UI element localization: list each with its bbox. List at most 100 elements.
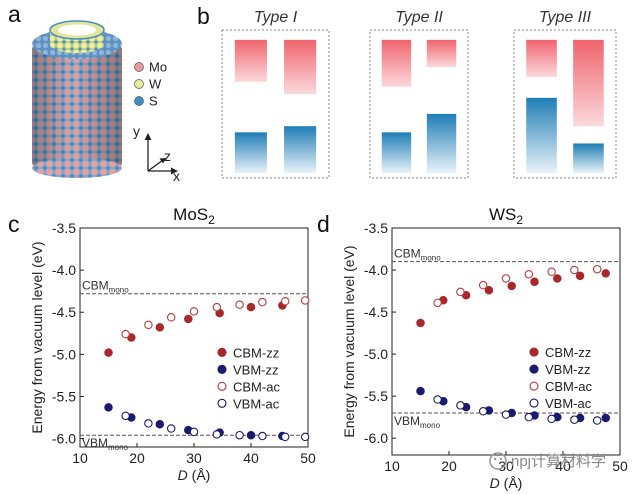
point-cbm-ac: [121, 329, 130, 339]
type-frame-1: [221, 29, 330, 179]
type-title-3: Type III: [539, 9, 592, 26]
legend-label-s: S: [149, 94, 158, 109]
x-axis-label: D (Å): [490, 475, 523, 491]
watermark-icon: [489, 452, 507, 470]
legend-marker-cbm-ac: [529, 381, 539, 391]
y-tick-label: -6.0: [364, 430, 388, 446]
y-tick-label: -6.0: [52, 431, 76, 447]
legend-dot-s: [134, 96, 144, 106]
point-cbm-zz: [104, 348, 113, 357]
point-cbm-zz: [530, 277, 539, 287]
y-axis-label: Energy from vacuum level (eV): [29, 241, 45, 433]
panel-label-b: b: [197, 3, 210, 29]
vbm-bar-left: [234, 132, 267, 174]
legend-label-vbm-zz: VBM-zz: [545, 362, 591, 377]
mos2-chart: MoS2 10 20 30 40 50 -3.5 -4.0 -4.5 -5.0 -5.5 -6.0 D …: [29, 205, 316, 483]
plot-frame: [79, 227, 309, 448]
z-axis-arrowhead: [159, 158, 166, 164]
ref-label-cbm: CBMmono: [82, 279, 129, 295]
panel-c: c MoS2 10 20 30 40 50 -3.5 -4.0 -4.5 -5.0 -5.5 -6.0…: [8, 205, 316, 483]
point-vbm-ac: [547, 414, 556, 424]
point-vbm-ac: [456, 401, 465, 410]
x-tick-label: 40: [555, 458, 571, 474]
legend-marker-cbm-zz: [217, 347, 227, 357]
y-tick-label: -5.0: [364, 346, 388, 362]
legend-label-cbm-zz: CBM-zz: [545, 345, 591, 360]
tube-shading: [32, 44, 122, 168]
watermark-text: npj计算材料学: [511, 452, 606, 470]
legend-dot-w: [134, 79, 144, 89]
x-tick-label: 20: [441, 458, 457, 474]
chart-title: WS2: [489, 205, 523, 227]
point-cbm-ac: [166, 313, 176, 322]
ws2-chart: WS2 10 20 30 40 50 -3.5 -4.0 -4.5 -5.0 -5.5 -6.0 D (…: [341, 205, 628, 491]
point-cbm-ac: [212, 302, 222, 312]
type-title-2: Type II: [395, 9, 443, 26]
vbm-bar-right: [426, 113, 457, 174]
legend-marker-cbm-ac: [217, 381, 227, 391]
y-axis-arrowhead: [144, 133, 152, 140]
watermark: npj计算材料学: [489, 452, 606, 470]
x-tick-label: 20: [129, 450, 145, 466]
point-cbm-ac: [258, 297, 267, 307]
y-tick-label: -3.5: [364, 220, 388, 236]
point-cbm-zz: [507, 281, 516, 291]
legend-label-cbm-ac: CBM-ac: [233, 379, 280, 394]
point-cbm-ac: [524, 269, 534, 279]
legend-label-cbm-zz: CBM-zz: [233, 345, 279, 360]
inner-tube-hole: [58, 24, 96, 36]
x-tick-label: 50: [300, 450, 316, 466]
point-cbm-ac: [592, 264, 602, 274]
point-vbm-ac: [280, 432, 290, 442]
point-vbm-ac: [524, 412, 534, 422]
legend-label-mo: Mo: [149, 60, 167, 75]
nanotube-illustration: [32, 20, 122, 178]
legend-label-vbm-ac: VBM-ac: [233, 396, 280, 411]
panel-label-a: a: [8, 1, 21, 27]
y-tick-label: -5.0: [52, 346, 76, 362]
point-vbm-ac: [501, 410, 511, 419]
vbm-bar-left: [381, 132, 412, 174]
legend-dot-mo: [134, 62, 144, 72]
x-axis-label: D (Å): [178, 467, 211, 483]
point-vbm-ac: [235, 430, 244, 440]
y-tick-label: -4.0: [52, 262, 76, 278]
band-alignment-types: Type I Type II Type III: [221, 9, 617, 179]
y-tick-label: -4.5: [52, 304, 76, 320]
point-cbm-ac: [144, 320, 153, 330]
point-cbm-ac: [501, 274, 511, 283]
legend-label-vbm-zz: VBM-zz: [233, 362, 279, 377]
point-cbm-ac: [235, 300, 244, 309]
x-tick-label: 10: [72, 450, 88, 466]
watermark-icon-dot: [499, 457, 503, 461]
atom-legend: Mo WS: [134, 60, 167, 109]
y-tick-label: -5.5: [364, 388, 388, 404]
point-cbm-zz: [246, 302, 256, 312]
point-cbm-zz: [155, 323, 165, 332]
point-vbm-ac: [478, 407, 488, 416]
point-vbm-ac: [212, 430, 222, 439]
ref-label-vbm: VBMmono: [394, 414, 441, 430]
point-cbm-zz: [484, 285, 494, 295]
point-vbm-zz: [416, 386, 425, 396]
point-vbm-ac: [592, 416, 602, 425]
point-vbm-ac: [258, 431, 267, 441]
panel-b: b Type I Type II Type III: [197, 3, 617, 179]
point-vbm-ac: [121, 411, 130, 421]
chart-title: MoS2: [173, 205, 215, 227]
point-cbm-ac: [433, 298, 442, 308]
point-cbm-zz: [575, 271, 585, 281]
point-vbm-ac: [166, 424, 176, 433]
vbm-bar-left: [526, 97, 557, 174]
point-cbm-ac: [456, 287, 465, 297]
x-tick-label: 30: [186, 450, 202, 466]
cbm-bar-right: [284, 39, 317, 95]
legend-marker-vbm-zz: [217, 364, 227, 374]
z-axis-arrow: [147, 159, 164, 172]
panel-a: a Mo WS y z x: [8, 1, 180, 184]
point-vbm-ac: [300, 432, 310, 442]
ref-label-cbm: CBMmono: [394, 247, 441, 263]
panel-label-c: c: [8, 211, 20, 237]
vbm-bar-right: [284, 126, 317, 174]
point-cbm-ac: [570, 265, 579, 275]
